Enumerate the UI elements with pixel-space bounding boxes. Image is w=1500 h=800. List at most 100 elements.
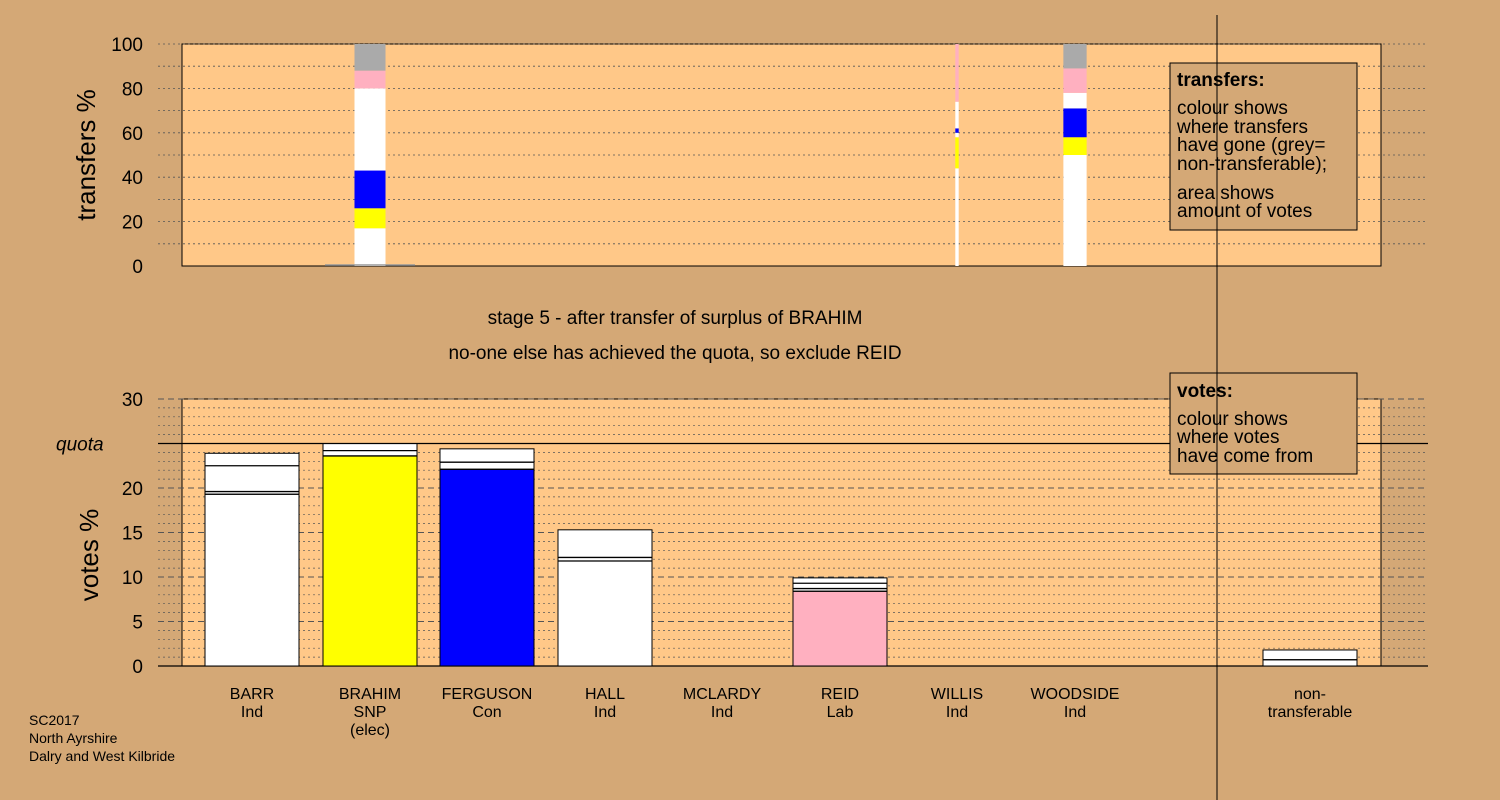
non-transferable-label-line: transferable bbox=[1268, 704, 1353, 721]
transfers-y-ticks: 0 20 40 60 80 100 bbox=[111, 35, 143, 278]
candidate-bar bbox=[792, 577, 888, 667]
votes-legend-line: have come from bbox=[1177, 446, 1313, 467]
votes-panel: 051015203025 quota votes % BARRIndBRAHIM… bbox=[56, 372, 1428, 739]
transfer-segment bbox=[955, 44, 959, 102]
candidate-bar bbox=[439, 448, 535, 667]
exclusion-caption: no-one else has achieved the quota, so e… bbox=[448, 343, 901, 364]
candidate-name: BARR bbox=[230, 686, 274, 703]
candidate-labels: BARRIndBRAHIMSNP(elec)FERGUSONConHALLInd… bbox=[230, 686, 1353, 739]
candidate-name: BRAHIM bbox=[339, 686, 401, 703]
transfer-segment bbox=[354, 228, 386, 266]
candidate-party: Ind bbox=[946, 704, 968, 721]
transfer-segment bbox=[354, 88, 386, 171]
transfer-column bbox=[955, 44, 959, 266]
candidate-bar bbox=[322, 443, 418, 667]
transfers-columns bbox=[325, 44, 1087, 266]
non-transferable-bar bbox=[1262, 649, 1358, 667]
candidate-party: Con bbox=[472, 704, 501, 721]
candidate-bar bbox=[557, 529, 653, 667]
candidate-party: Lab bbox=[827, 704, 854, 721]
candidate-name: WILLIS bbox=[931, 686, 983, 703]
transfer-segment bbox=[1063, 137, 1087, 155]
transfers-legend-line: where transfers bbox=[1176, 117, 1308, 138]
candidate-party: Ind bbox=[1064, 704, 1086, 721]
y-tick-label: 20 bbox=[122, 479, 143, 500]
transfers-legend-line: amount of votes bbox=[1177, 201, 1312, 222]
transfer-segment bbox=[1063, 92, 1087, 109]
bar-first-preferences bbox=[1262, 659, 1358, 667]
y-tick-label: 30 bbox=[122, 390, 143, 411]
footer-election: SC2017 bbox=[29, 712, 80, 728]
candidate-party: SNP bbox=[354, 704, 387, 721]
transfers-legend-line: non-transferable); bbox=[1177, 154, 1327, 175]
candidate-party: Ind bbox=[711, 704, 733, 721]
candidate-name: FERGUSON bbox=[442, 686, 533, 703]
y-tick-label: 20 bbox=[122, 213, 143, 234]
transfers-legend-box bbox=[1169, 62, 1358, 231]
bar-first-preferences bbox=[792, 590, 888, 667]
votes-y-axis-label: votes % bbox=[74, 509, 104, 602]
candidate-party: Ind bbox=[594, 704, 616, 721]
transfers-y-axis-label: transfers % bbox=[71, 89, 101, 221]
transfers-legend-line: colour shows bbox=[1177, 98, 1288, 119]
transfer-segment bbox=[354, 44, 386, 71]
transfer-segment bbox=[1063, 108, 1087, 138]
transfer-segment bbox=[1063, 68, 1087, 93]
votes-legend-box bbox=[1169, 372, 1358, 475]
transfers-legend-title: transfers: bbox=[1177, 70, 1265, 91]
y-tick-label: 10 bbox=[122, 568, 143, 589]
non-transferable-label-line: non- bbox=[1294, 686, 1326, 703]
transfer-segment bbox=[1063, 44, 1087, 69]
votes-bars bbox=[204, 443, 1358, 667]
footer-ward: Dalry and West Kilbride bbox=[29, 748, 175, 764]
candidate-note: (elec) bbox=[350, 722, 390, 739]
transfer-segment bbox=[955, 101, 959, 129]
transfers-panel: 0 20 40 60 80 100 transfers % transfers: colo… bbox=[71, 35, 1428, 278]
transfer-segment bbox=[955, 132, 959, 138]
transfer-segment bbox=[354, 70, 386, 89]
transfer-segment bbox=[955, 168, 959, 266]
bar-first-preferences bbox=[204, 493, 300, 667]
candidate-name: WOODSIDE bbox=[1031, 686, 1120, 703]
candidate-party: Ind bbox=[241, 704, 263, 721]
y-tick-label: 40 bbox=[122, 168, 143, 189]
transfers-legend-line: area shows bbox=[1177, 183, 1274, 204]
candidate-name: MCLARDY bbox=[683, 686, 762, 703]
footer-council: North Ayrshire bbox=[29, 730, 118, 746]
non-transferable-label: non-transferable bbox=[1268, 686, 1353, 721]
transfer-segment bbox=[1063, 155, 1087, 266]
candidate-bar bbox=[204, 452, 300, 667]
quota-label: quota bbox=[56, 435, 104, 456]
y-tick-label: 80 bbox=[122, 79, 143, 100]
votes-legend-title: votes: bbox=[1177, 381, 1233, 402]
transfer-segment bbox=[955, 128, 959, 133]
votes-y-ticks: 051015203025 bbox=[122, 390, 143, 678]
transfer-segment bbox=[955, 137, 959, 169]
transfers-legend-line: have gone (grey= bbox=[1177, 135, 1325, 156]
votes-legend-line: where votes bbox=[1176, 427, 1279, 448]
transfer-column bbox=[354, 44, 386, 266]
bar-first-preferences bbox=[439, 468, 535, 667]
bar-first-preferences bbox=[322, 455, 418, 667]
stage-caption: stage 5 - after transfer of surplus of B… bbox=[488, 308, 863, 329]
y-tick-label: 15 bbox=[122, 524, 143, 545]
y-tick-label: 100 bbox=[111, 35, 143, 56]
candidate-name: REID bbox=[821, 686, 859, 703]
votes-legend-line: colour shows bbox=[1177, 409, 1288, 430]
transfer-segment bbox=[354, 208, 386, 229]
transfers-legend: transfers: colour shows where transfers … bbox=[1169, 62, 1358, 231]
transfer-column bbox=[1063, 44, 1087, 266]
y-tick-label: 0 bbox=[132, 257, 143, 278]
y-tick-label: 60 bbox=[122, 124, 143, 145]
y-tick-label: 5 bbox=[132, 613, 143, 634]
candidate-name: HALL bbox=[585, 686, 625, 703]
